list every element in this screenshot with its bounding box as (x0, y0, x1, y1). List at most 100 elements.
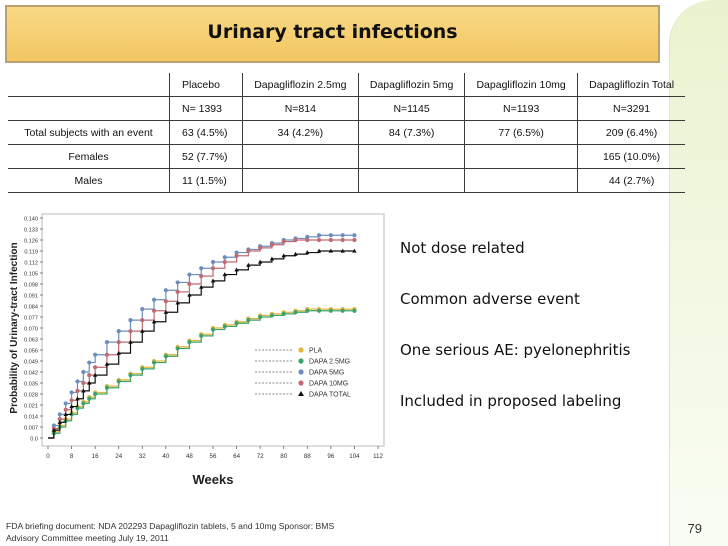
data-point (57, 417, 62, 422)
data-point (210, 259, 216, 265)
data-point (316, 233, 322, 238)
data-point (340, 308, 345, 313)
data-point (93, 365, 98, 370)
y-tick-label: 0.119 (24, 250, 38, 256)
x-tick-label: 56 (210, 453, 217, 460)
data-point (69, 390, 74, 395)
x-tick-label: 72 (257, 453, 264, 460)
row-label: Males (8, 168, 170, 193)
x-tick-label: 0 (46, 453, 50, 460)
legend-marker (298, 391, 304, 396)
data-point (246, 318, 251, 323)
legend-marker (298, 369, 304, 375)
table-cell: 63 (4.5%) (169, 120, 243, 145)
row-label: Total subjects with an event (8, 120, 170, 145)
data-point (293, 251, 298, 256)
data-point (352, 237, 357, 243)
data-point (128, 339, 133, 344)
title-banner: Urinary tract infections (5, 5, 660, 63)
table-cell: 84 (7.3%) (358, 120, 465, 145)
data-point (69, 398, 74, 403)
data-point (316, 308, 322, 313)
data-point (281, 253, 286, 258)
y-tick-label: 0.077 (24, 316, 38, 322)
data-point (57, 419, 62, 424)
data-point (92, 372, 98, 377)
data-point (187, 272, 192, 277)
data-point (87, 373, 92, 378)
data-point (246, 262, 251, 267)
data-point (305, 234, 310, 239)
data-point (258, 245, 263, 250)
data-point (151, 297, 157, 302)
y-tick-label: 0.084 (24, 305, 38, 311)
data-point (57, 412, 62, 417)
bullet-serious-ae: One serious AE: pyelonephritis (400, 341, 631, 359)
data-point (116, 340, 121, 345)
table-cell: Placebo (169, 73, 243, 97)
data-point (316, 248, 322, 253)
legend-label: DAPA TOTAL (309, 392, 351, 399)
data-point (81, 401, 86, 406)
page-number: 79 (687, 521, 702, 536)
data-point (87, 380, 92, 385)
data-point (151, 308, 157, 313)
table-cell (241, 144, 359, 169)
data-point (269, 256, 275, 261)
row-label: Females (8, 144, 170, 169)
uti-summary-table: Placebo Dapagliflozin 2.5mg Dapagliflozin … (8, 73, 685, 193)
data-point (305, 237, 310, 243)
table-cell: Dapagliflozin 2.5mg (241, 73, 359, 97)
data-point (163, 354, 168, 359)
data-point (222, 272, 227, 277)
data-point (175, 280, 180, 285)
table-cell: 77 (6.5%) (464, 120, 578, 145)
x-tick-label: 104 (349, 453, 360, 460)
data-point (340, 233, 345, 238)
table-cell: N= 1393 (169, 96, 243, 121)
data-point (328, 237, 333, 243)
y-tick-label: 0.056 (24, 349, 38, 355)
data-point (340, 237, 345, 243)
data-point (187, 340, 192, 345)
data-point (187, 281, 192, 287)
table-cell: 52 (7.7%) (169, 144, 243, 169)
y-tick-label: 0.063 (24, 338, 38, 344)
data-point (93, 352, 98, 357)
table-row: N= 1393 N=814 N=1145 N=1193 N=3291 (8, 96, 685, 121)
bullet-labeling: Included in proposed labeling (400, 392, 622, 410)
legend-marker (298, 347, 304, 353)
data-point (140, 366, 145, 371)
source-footer: FDA briefing document: NDA 202293 Dapagl… (6, 520, 334, 544)
table-cell: 165 (10.0%) (577, 144, 685, 169)
y-axis-label: Probability of Urinary-tract Infection (9, 242, 20, 413)
data-point (140, 318, 145, 323)
data-point (187, 292, 192, 297)
y-tick-label: 0.042 (24, 371, 38, 377)
data-point (128, 373, 133, 378)
data-point (51, 427, 57, 432)
data-point (293, 310, 298, 315)
data-point (163, 309, 169, 314)
table-cell: 209 (6.4%) (577, 120, 685, 145)
data-point (63, 401, 68, 406)
table-cell: Dapagliflozin 5mg (358, 73, 465, 97)
x-tick-label: 88 (304, 453, 311, 460)
x-tick-label: 40 (162, 453, 169, 460)
data-point (63, 407, 68, 412)
data-point (210, 327, 216, 332)
table-cell: N=1145 (358, 96, 465, 121)
x-axis-label: Weeks (193, 472, 234, 487)
data-point (328, 233, 333, 238)
row-label (8, 96, 170, 121)
table-cell: 11 (1.5%) (169, 168, 243, 193)
data-point (210, 266, 216, 271)
data-point (104, 352, 110, 357)
data-point (269, 242, 275, 247)
table-cell (358, 168, 465, 193)
data-point (104, 361, 110, 366)
y-tick-label: 0.035 (24, 382, 38, 388)
data-point (75, 396, 80, 401)
y-tick-label: 0.007 (24, 426, 38, 432)
y-tick-label: 0.028 (24, 393, 38, 399)
